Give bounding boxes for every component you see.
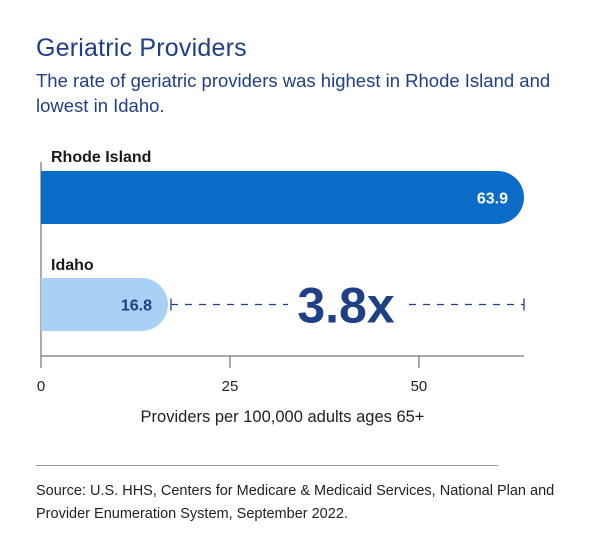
ratio-annotation: 3.8x (297, 278, 395, 334)
chart-title: Geriatric Providers (36, 34, 247, 62)
bar-rhode-island (41, 171, 524, 224)
value-label-rhode-island: 63.9 (477, 191, 508, 208)
source-note: Source: U.S. HHS, Centers for Medicare &… (36, 483, 555, 522)
x-axis-label: Providers per 100,000 adults ages 65+ (140, 408, 425, 426)
category-label-idaho: Idaho (51, 257, 94, 274)
bar-chart: 0 25 50 Rhode Island 63.9 Idaho 16.8 3.8x (37, 149, 525, 395)
category-label-rhode-island: Rhode Island (51, 149, 151, 166)
bar-idaho (41, 278, 168, 331)
chart-subtitle: The rate of geriatric providers was high… (36, 70, 551, 116)
x-tick-label-50: 50 (411, 378, 428, 395)
source-divider (36, 465, 498, 466)
value-label-idaho: 16.8 (121, 298, 152, 315)
annotation-background (287, 282, 404, 327)
x-tick-label-0: 0 (37, 378, 45, 395)
x-tick-label-25: 25 (222, 378, 239, 395)
